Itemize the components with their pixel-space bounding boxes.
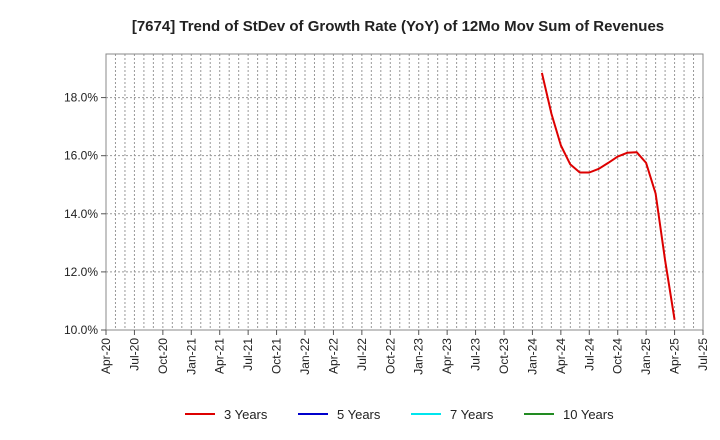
x-tick-label: Oct-24 (611, 338, 625, 374)
chart-title: [7674] Trend of StDev of Growth Rate (Yo… (132, 18, 664, 35)
x-tick-label: Jul-23 (469, 338, 483, 371)
y-tick-label: 12.0% (64, 265, 98, 279)
y-tick-label: 16.0% (64, 149, 98, 163)
legend-label: 10 Years (563, 407, 614, 422)
series-lines (540, 72, 676, 320)
legend: 3 Years 5 Years 7 Years 10 Years (185, 407, 614, 422)
x-tick-label: Jul-20 (127, 338, 141, 371)
x-tick-label: Oct-23 (497, 338, 511, 374)
x-tick-label: Apr-25 (668, 338, 682, 374)
x-tick-label: Jan-22 (298, 338, 312, 375)
x-tick-label: Jul-25 (696, 338, 710, 371)
grid (106, 54, 703, 331)
x-tick-label: Apr-24 (554, 338, 568, 374)
y-axis: 10.0% 12.0% 14.0% 16.0% 18.0% (64, 91, 106, 337)
x-tick-label: Jul-22 (355, 338, 369, 371)
x-tick-label: Oct-22 (383, 338, 397, 374)
x-tick-label: Jul-21 (241, 338, 255, 371)
x-tick-label: Jan-23 (412, 338, 426, 375)
x-tick-label: Apr-22 (326, 338, 340, 374)
y-tick-label: 14.0% (64, 207, 98, 221)
x-tick-label: Jan-25 (639, 338, 653, 375)
y-tick-label: 10.0% (64, 323, 98, 337)
legend-label: 5 Years (337, 407, 381, 422)
x-axis: Apr-20 Jul-20 Oct-20 Jan-21 Apr-21 Jul-21 Oct-… (99, 330, 710, 375)
y-tick-label: 18.0% (64, 91, 98, 105)
x-tick-label: Apr-21 (213, 338, 227, 374)
x-tick-label: Apr-20 (99, 338, 113, 374)
x-tick-label: Apr-23 (440, 338, 454, 374)
x-tick-label: Jul-24 (582, 338, 596, 371)
x-tick-label: Oct-20 (156, 338, 170, 374)
x-tick-label: Jan-21 (184, 338, 198, 375)
x-tick-label: Oct-21 (270, 338, 284, 374)
series-line-3-years (540, 72, 676, 320)
x-tick-label: Jan-24 (525, 338, 539, 375)
legend-label: 3 Years (224, 407, 268, 422)
plot-area (105, 53, 704, 331)
legend-label: 7 Years (450, 407, 494, 422)
